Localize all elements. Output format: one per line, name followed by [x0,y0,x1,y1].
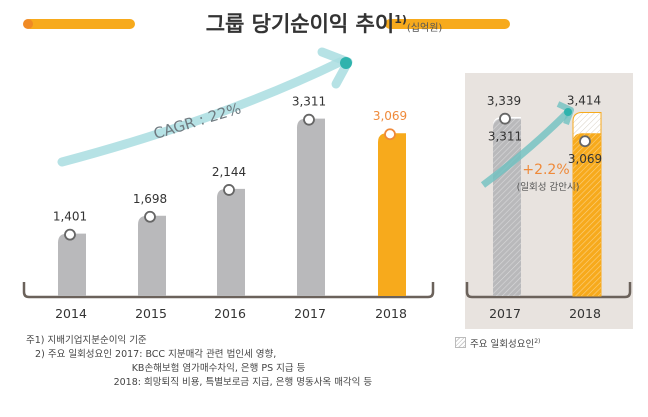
adjusted-label-2017: 3,339 [487,94,521,108]
data-point-marker [303,113,315,126]
title-text: 그룹 당기순이익 추이 [205,12,395,36]
data-point-marker [64,228,76,241]
growth-arrow-tip [564,108,572,116]
title-footnote-ref: 1) [394,13,407,26]
x-tick-2016: 2016 [214,306,246,321]
data-point-marker [384,128,396,141]
comparison-panel [465,73,633,329]
bar-2016 [217,188,245,296]
bar-hatch-2018 [573,133,601,296]
growth-rate-note: (일회성 감안시) [517,181,580,193]
header-dot [23,19,33,29]
value-label-2018: 3,069 [373,109,407,123]
footnote-2-2018: 2018: 희망퇴직 비용, 특별보로금 지급, 은행 명동사옥 매각익 등 [26,377,373,388]
x-tick-2015: 2015 [135,306,167,321]
title-unit: (십억원) [406,23,443,34]
bar-hatch-2017 [493,118,521,297]
value-label-2017: 3,311 [488,130,522,144]
bar-2015 [138,215,166,296]
x-tick-2018: 2018 [375,306,407,321]
legend-hatch-swatch [455,337,466,348]
x-tick-right-2018: 2018 [569,306,601,321]
x-tick-2017: 2017 [294,306,326,321]
footnote-2-cont: KB손해보험 염가매수차익, 은행 PS 지급 등 [26,363,306,374]
value-label-2015: 1,698 [133,192,167,206]
data-point-marker [579,135,591,148]
x-axis-bracket-right [465,282,632,299]
legend-footnote-ref: 2) [534,337,541,345]
growth-rate: +2.2% [522,162,569,178]
bar-2017 [297,118,325,297]
data-point-marker [499,112,511,125]
value-label-2014: 1,401 [53,210,87,224]
value-label-2017: 3,311 [292,95,326,109]
page-title: 그룹 당기순이익 추이1)(십억원) [0,8,648,38]
footnote-2: 2) 주요 일회성요인 2017: BCC 지분매각 관련 법인세 영향, [26,349,277,360]
footnote-1: 주1) 지배기업지분순이익 기준 [26,335,147,346]
data-point-marker [144,210,156,223]
x-tick-right-2017: 2017 [489,306,521,321]
x-axis-bracket [22,282,435,299]
legend-label: 주요 일회성요인 [470,339,535,350]
value-label-2018: 3,069 [568,152,602,166]
bar-2014 [58,233,86,296]
cagr-label: CAGR : 22% [151,99,243,143]
x-tick-2014: 2014 [55,306,87,321]
data-point-marker [223,184,235,196]
growth-arrow [480,109,571,188]
cagr-arrow-tip [340,57,352,69]
cagr-arrow [57,57,345,167]
value-label-2016: 2,144 [212,165,246,179]
legend: 주요 일회성요인2) [455,336,540,350]
bar-2018 [378,133,406,296]
adjusted-label-2018: 3,414 [567,93,601,107]
